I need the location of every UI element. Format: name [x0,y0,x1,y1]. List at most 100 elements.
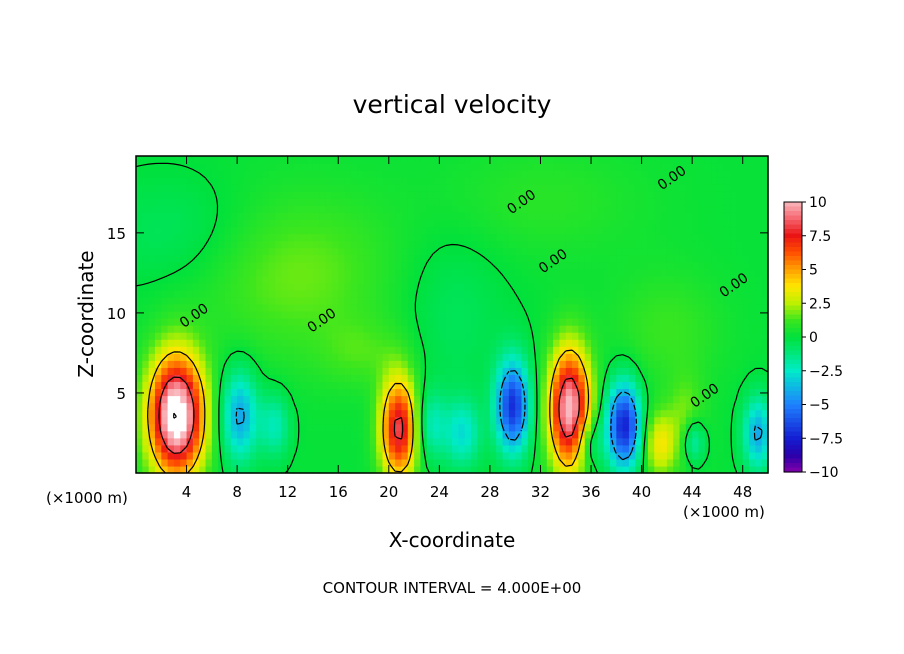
heatmap-cell [369,219,377,228]
heatmap-cell [256,458,263,467]
heatmap-cell [287,275,295,284]
heatmap-cell [148,156,156,164]
heatmap-cell [635,437,643,446]
heatmap-cell [331,451,339,460]
heatmap-cell [559,430,567,439]
heatmap-cell [173,310,181,319]
heatmap-cell [477,198,485,206]
heatmap-cell [420,170,428,178]
heatmap-cell [319,212,327,220]
heatmap-cell [578,282,586,291]
heatmap-cell [641,395,649,404]
heatmap-cell [603,395,611,404]
heatmap-cell [730,296,737,305]
heatmap-cell [749,388,756,397]
heatmap-cell [173,219,181,228]
heatmap-cell [344,458,352,467]
heatmap-cell [654,303,662,312]
heatmap-cell [717,353,725,361]
heatmap-cell [426,177,434,185]
heatmap-cell [357,430,365,439]
heatmap-cell [173,296,181,305]
heatmap-cell [249,346,257,354]
heatmap-cell [761,402,769,411]
heatmap-cell [395,282,403,291]
heatmap-cell [294,184,301,192]
heatmap-cell [572,409,579,418]
heatmap-cell [414,247,421,256]
heatmap-cell [749,261,756,270]
heatmap-cell [470,458,478,467]
heatmap-cell [363,353,371,361]
heatmap-cell [350,212,358,220]
heatmap-cell [376,212,384,220]
heatmap-cell [268,226,276,235]
heatmap-cell [388,409,396,418]
heatmap-cell [603,346,611,354]
heatmap-cell [578,458,586,467]
heatmap-cell [173,430,181,439]
heatmap-cell [306,360,314,368]
heatmap-cell [262,310,270,319]
heatmap-cell [173,177,181,185]
heatmap-cell [628,177,636,185]
heatmap-cell [508,296,516,305]
heatmap-cell [698,395,706,404]
heatmap-cell [730,388,737,397]
heatmap-cell [325,247,333,256]
heatmap-cell [331,247,339,256]
heatmap-cell [654,268,662,277]
heatmap-cell [736,395,744,404]
heatmap-cell [489,247,497,256]
heatmap-cell [565,254,573,263]
heatmap-cell [224,374,232,383]
heatmap-cell [698,367,706,375]
heatmap-cell [192,233,200,242]
heatmap-cell [540,367,548,375]
contour-interval-note: CONTOUR INTERVAL = 4.000E+00 [323,579,582,597]
heatmap-cell [584,254,592,263]
heatmap-cell [287,177,295,185]
heatmap-cell [591,205,598,213]
heatmap-cell [546,430,554,439]
heatmap-cell [300,212,308,220]
heatmap-cell [521,437,529,446]
heatmap-cell [470,437,478,446]
heatmap-cell [136,374,143,383]
heatmap-cell [692,296,700,305]
heatmap-cell [452,367,459,375]
heatmap-cell [142,367,150,375]
heatmap-cell [635,423,643,432]
heatmap-cell [249,303,257,312]
heatmap-cell [192,437,200,446]
heatmap-cell [382,156,390,164]
heatmap-cell [666,402,674,411]
heatmap-cell [319,247,327,256]
heatmap-cell [395,254,403,263]
heatmap-cell [401,233,409,242]
heatmap-cell [186,395,194,404]
heatmap-cell [610,381,617,390]
heatmap-cell [186,233,194,242]
heatmap-cell [199,444,207,453]
heatmap-cell [489,184,497,192]
heatmap-cell [452,261,459,270]
heatmap-cell [445,198,453,206]
heatmap-cell [761,226,769,235]
heatmap-cell [654,254,662,263]
heatmap-cell [275,268,282,277]
heatmap-cell [173,416,181,425]
heatmap-cell [407,367,415,375]
heatmap-cell [376,289,384,298]
heatmap-cell [167,170,175,178]
heatmap-cell [610,170,617,178]
heatmap-cell [344,198,352,206]
heatmap-cell [173,381,181,390]
heatmap-cell [275,219,282,228]
heatmap-cell [755,310,763,319]
heatmap-cell [616,332,624,340]
heatmap-cell [211,332,219,340]
heatmap-cell [388,289,396,298]
heatmap-cell [230,240,238,249]
heatmap-cell [161,339,169,347]
